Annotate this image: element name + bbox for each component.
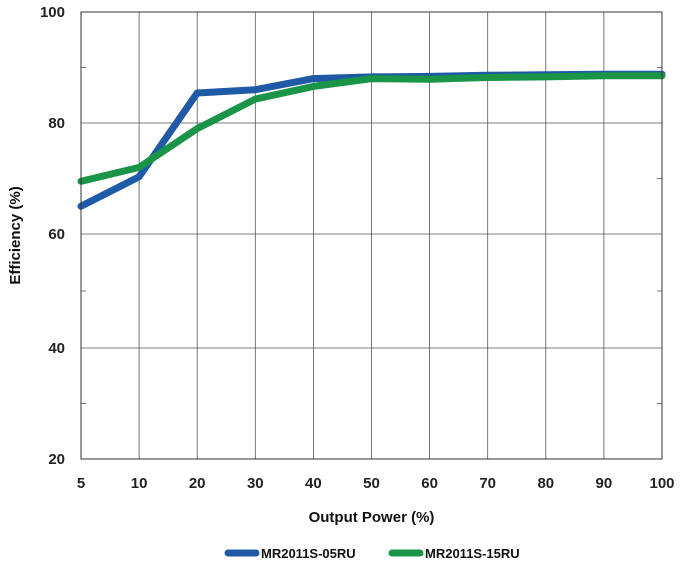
y-tick-label: 100 bbox=[40, 4, 65, 21]
x-tick-label: 40 bbox=[305, 475, 322, 492]
y-tick-label: 60 bbox=[48, 226, 65, 243]
y-tick-label: 20 bbox=[48, 451, 65, 468]
x-tick-label: 60 bbox=[421, 475, 438, 492]
x-tick-label: 100 bbox=[649, 475, 674, 492]
x-tick-label: 30 bbox=[247, 475, 264, 492]
y-tick-label: 40 bbox=[48, 340, 65, 357]
y-axis-title: Efficiency (%) bbox=[7, 186, 24, 284]
x-tick-label: 80 bbox=[537, 475, 554, 492]
y-tick-label: 80 bbox=[48, 115, 65, 132]
x-tick-label: 20 bbox=[189, 475, 206, 492]
x-axis-title: Output Power (%) bbox=[309, 509, 435, 526]
legend: MR2011S-05RU MR2011S-15RU bbox=[224, 546, 520, 561]
y-tick-labels: 20 40 60 80 100 bbox=[40, 4, 65, 468]
legend-label-1: MR2011S-05RU bbox=[261, 546, 356, 561]
legend-label-2: MR2011S-15RU bbox=[425, 546, 520, 561]
x-tick-label: 70 bbox=[479, 475, 496, 492]
x-tick-label: 50 bbox=[363, 475, 380, 492]
series-layer bbox=[77, 70, 666, 210]
series-line-2 bbox=[77, 72, 666, 185]
x-tick-labels: 5 10 20 30 40 50 60 70 80 90 100 bbox=[77, 475, 675, 492]
plot-frame bbox=[80, 11, 663, 460]
x-tick-label: 90 bbox=[596, 475, 613, 492]
x-tick-label: 5 bbox=[77, 475, 85, 492]
x-tick-label: 10 bbox=[131, 475, 148, 492]
